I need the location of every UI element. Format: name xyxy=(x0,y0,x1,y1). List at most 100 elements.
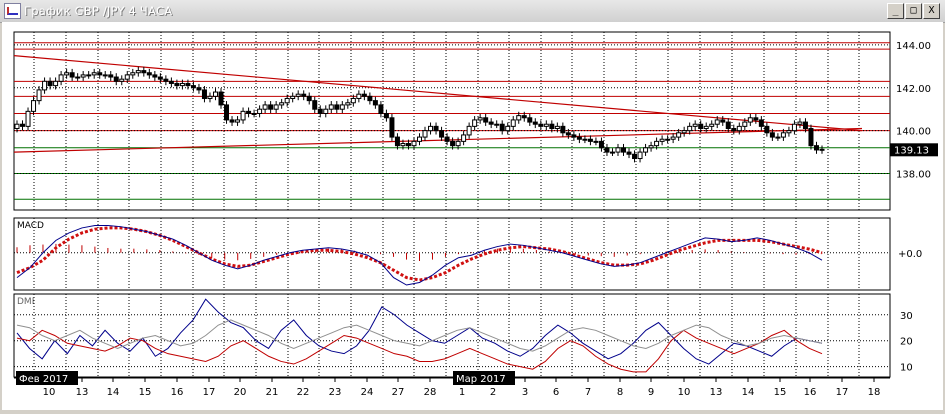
candle-body xyxy=(212,91,218,97)
candle-body xyxy=(433,125,439,132)
candle-body xyxy=(510,119,516,127)
candle-body xyxy=(604,147,610,153)
window-controls: _ □ X xyxy=(887,3,940,19)
x-axis-label: 15 xyxy=(139,387,152,398)
x-axis-label: 9 xyxy=(648,387,654,398)
candle-body xyxy=(587,138,593,142)
candle-body xyxy=(119,78,125,82)
maximize-button[interactable]: □ xyxy=(905,3,922,19)
x-axis-label: 16 xyxy=(171,387,184,398)
candle-body xyxy=(709,123,715,127)
candle-body xyxy=(571,134,577,138)
candle-body xyxy=(626,151,632,155)
candle-body xyxy=(428,125,434,132)
candle-body xyxy=(301,93,307,97)
candle-body xyxy=(769,132,775,138)
x-axis-label: 14 xyxy=(107,387,120,398)
candle-body xyxy=(615,147,621,153)
candle-body xyxy=(670,136,676,140)
candle-body xyxy=(764,125,770,134)
candle-body xyxy=(75,76,81,79)
price-axis-label: 138.00 xyxy=(896,170,931,181)
macd-label: MACD xyxy=(17,221,44,231)
candle-body xyxy=(725,121,731,130)
candle-body xyxy=(323,108,329,114)
dmi-label: DMI xyxy=(17,297,34,307)
candle-body xyxy=(780,132,786,138)
chart-area[interactable]: 144.00 142.00 140.00 138.00 139.13 MACD +0.0 30… xyxy=(2,22,943,410)
candle-body xyxy=(135,70,141,74)
candle-body xyxy=(207,95,213,99)
candle-body xyxy=(69,72,75,78)
candle-body xyxy=(306,95,312,102)
price-axis-label: 142.00 xyxy=(896,84,931,95)
candle-body xyxy=(91,72,97,76)
candle-body xyxy=(168,80,174,84)
candle-body xyxy=(720,119,726,123)
macd-axis-label: +0.0 xyxy=(898,249,922,260)
candle-body xyxy=(488,121,494,125)
x-axis-label: 13 xyxy=(76,387,89,398)
candle-body xyxy=(576,136,582,140)
candle-body xyxy=(643,147,649,153)
candle-body xyxy=(372,100,378,106)
candle-body xyxy=(698,123,704,130)
candle-body xyxy=(565,132,571,136)
candle-body xyxy=(350,97,356,104)
candle-body xyxy=(190,85,196,89)
x-axis-label: 1 xyxy=(459,387,465,398)
candle-body xyxy=(224,104,230,121)
x-axis-label: 10 xyxy=(678,387,691,398)
x-axis-label: 22 xyxy=(297,387,310,398)
candle-body xyxy=(621,147,627,153)
candle-body xyxy=(439,130,445,138)
x-axis-label: 18 xyxy=(868,387,881,398)
candle-body xyxy=(201,89,207,99)
price-axis-label: 140.00 xyxy=(896,127,931,138)
candle-body xyxy=(102,74,108,77)
x-axis-label: 17 xyxy=(836,387,849,398)
candle-body xyxy=(268,104,274,110)
candle-body xyxy=(361,93,367,97)
candle-body xyxy=(483,117,489,123)
x-axis-label: 15 xyxy=(774,387,787,398)
candle-body xyxy=(196,87,202,91)
candle-body xyxy=(665,138,671,141)
window-titlebar: График GBP /JPY 4 ЧАСА _ □ X xyxy=(0,0,945,23)
x-axis-label: 23 xyxy=(329,387,342,398)
minimize-button[interactable]: _ xyxy=(887,3,904,19)
x-axis-label: 6 xyxy=(553,387,559,398)
close-button[interactable]: X xyxy=(923,3,940,19)
candle-body xyxy=(637,151,643,160)
macd-line xyxy=(16,224,823,286)
candle-body xyxy=(179,82,185,87)
candle-body xyxy=(64,72,70,76)
candle-body xyxy=(521,115,527,119)
x-axis-label: 27 xyxy=(392,387,405,398)
chart-canvas[interactable]: 144.00 142.00 140.00 138.00 139.13 MACD +0.0 30… xyxy=(2,22,943,410)
candle-body xyxy=(317,108,323,114)
candle-body xyxy=(753,117,759,121)
candle-body xyxy=(80,74,86,78)
candle-body xyxy=(593,140,599,143)
candle-body xyxy=(598,140,604,149)
candle-body xyxy=(25,110,31,127)
candle-body xyxy=(466,125,472,136)
candle-body xyxy=(775,136,781,139)
candle-body xyxy=(648,145,654,149)
candle-body xyxy=(273,104,279,110)
candle-body xyxy=(819,148,825,151)
candle-body xyxy=(124,74,130,80)
x-axis-label: 3 xyxy=(522,387,528,398)
candle-body xyxy=(554,125,560,130)
candle-body xyxy=(218,91,224,106)
candle-body xyxy=(461,134,467,142)
candle-body xyxy=(295,93,301,97)
x-axis-label: 8 xyxy=(617,387,623,398)
candle-body xyxy=(174,82,180,87)
candle-body xyxy=(257,108,263,114)
x-axis-label: 17 xyxy=(203,387,216,398)
candle-body xyxy=(742,121,748,127)
price-panel-frame xyxy=(13,31,891,211)
candle-body xyxy=(543,123,549,127)
